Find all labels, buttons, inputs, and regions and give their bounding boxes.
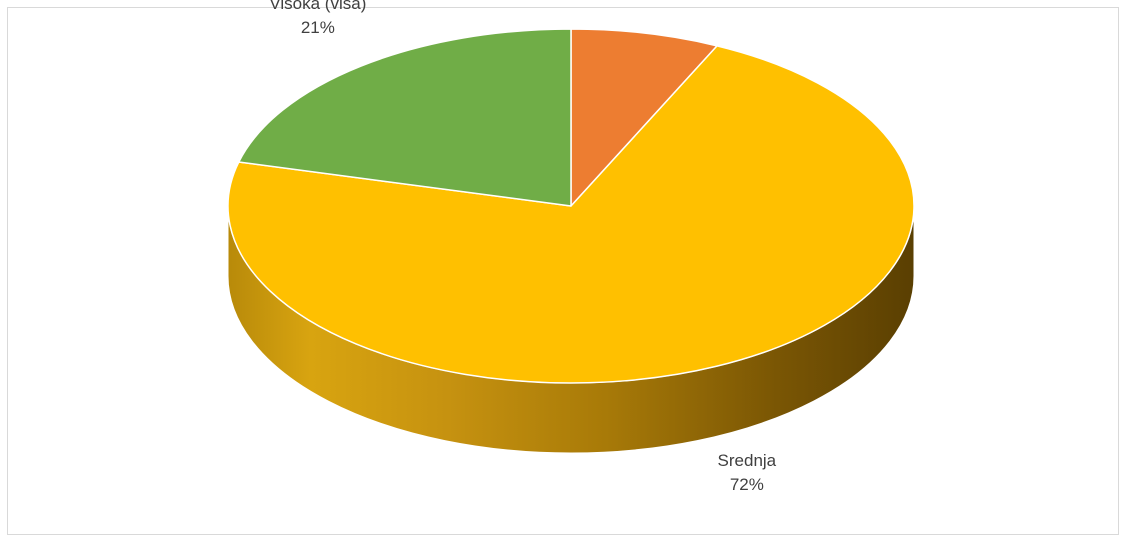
data-label-srednja: Srednja 72% [718,451,777,494]
pie-slice-srednja [227,45,915,384]
data-label-visoka-vi-a: Visoka (viša) 21% [269,0,366,37]
data-label-category: Visoka (viša) [269,0,366,13]
pie-slice-osnovna [570,28,718,207]
pie-tops [227,28,915,384]
pie-slice-visoka-vi-a [238,28,572,207]
data-label-category: Srednja [718,451,777,470]
data-label-percent: 21% [301,18,335,37]
data-label-percent: 72% [730,475,764,494]
